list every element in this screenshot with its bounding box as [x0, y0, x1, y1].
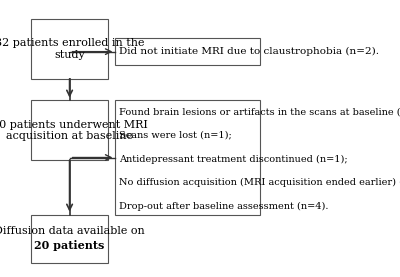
FancyBboxPatch shape: [32, 101, 108, 160]
Text: Did not initiate MRI due to claustrophobia (n=2).: Did not initiate MRI due to claustrophob…: [119, 47, 379, 56]
Text: 20 patients: 20 patients: [34, 240, 105, 251]
Text: Found brain lesions or artifacts in the scans at baseline (n=2);

Scans were los: Found brain lesions or artifacts in the …: [119, 107, 400, 211]
FancyBboxPatch shape: [32, 214, 108, 263]
Text: Diffusion data available on: Diffusion data available on: [0, 226, 145, 236]
FancyBboxPatch shape: [32, 19, 108, 79]
FancyBboxPatch shape: [115, 101, 260, 214]
FancyBboxPatch shape: [115, 38, 260, 65]
Text: 32 patients enrolled in the
study: 32 patients enrolled in the study: [0, 38, 144, 60]
Text: 30 patients underwent MRI
acquisition at baseline: 30 patients underwent MRI acquisition at…: [0, 120, 148, 141]
